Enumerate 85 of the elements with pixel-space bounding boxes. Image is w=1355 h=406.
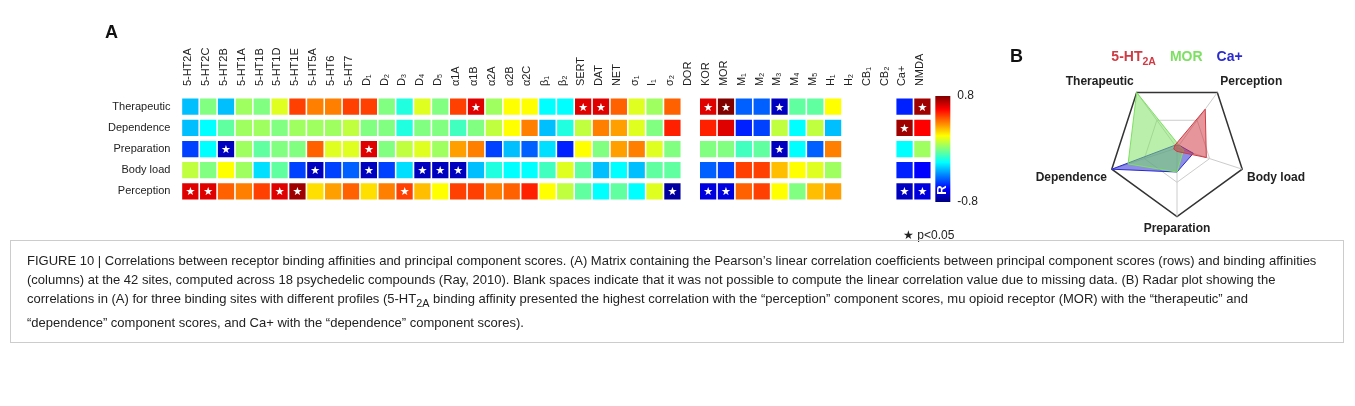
data-label: ★ (721, 185, 732, 199)
data-label: ★ (363, 164, 374, 178)
x-tick-label: 5-HT2A (181, 47, 194, 87)
x-tick-label: MOR (716, 60, 729, 87)
x-tick-label: 5-HT2C (199, 47, 211, 87)
x-tick-label: β₂ (556, 75, 569, 87)
data-label: ★ (667, 185, 678, 199)
y-tick-label: Therapeutic (112, 99, 171, 112)
data-label: ★ (453, 164, 464, 178)
y-tick-label: Body load (121, 163, 171, 176)
x-tick-label: α2B (502, 66, 515, 87)
x-tick-label: 5-HT1E (288, 48, 301, 87)
x-tick-label: DAT (591, 64, 604, 87)
data-label: ★ (417, 164, 428, 178)
caption: FIGURE 10 | Correlations between receptor binding affinities and principal component scores. (A) Matrix containing the Pearson’s linear correlation coefficients between principal component scores (rows) and binding affinities (columns) at the 42 sites, computed across 18 psychedelic compounds (Ray, 2010). Blank spaces indicate that it was not possible to compute the linear correlation value due to missing data. (B) Radar plot showing the correlations in (A) for three binding sites with different profiles (5-HT$_{2A}$ binding affinity presented the highest correlation with the “perception” component scores, mu opioid receptor (MOR) with the “therapeutic” and “dependence” component scores, and Ca+ with the “dependence” component scores). (27, 253, 1317, 330)
x-tick-label: σ₁ (627, 75, 640, 87)
x-tick-label: M₁ (734, 72, 747, 87)
x-tick-label: NET (609, 63, 622, 87)
data-label: ★ (899, 185, 910, 199)
data-label: ★ (721, 100, 732, 114)
x-tick-label: D₄ (413, 73, 426, 87)
data-label: ★ (292, 185, 303, 199)
text: ★ p<0.05 (902, 228, 955, 243)
x-tick-label: 5-HT6 (323, 55, 336, 87)
data-label: ★ (221, 142, 232, 156)
spoke-label: Dependence (1035, 170, 1108, 185)
x-tick-label: M₅ (806, 72, 819, 87)
data-label: ★ (703, 100, 714, 114)
data-label: ★ (596, 100, 607, 114)
data-label: ★ (578, 100, 589, 114)
x-tick-label: M₃ (770, 72, 783, 87)
spoke-label: Therapeutic (1065, 73, 1135, 88)
data-label: ★ (703, 185, 714, 199)
x-tick-label: 5-HT5A (306, 47, 319, 87)
x-tick-label: H₂ (841, 73, 854, 87)
data-label: ★ (899, 121, 910, 135)
data-label: ★ (185, 185, 196, 199)
chart-title: A (105, 21, 118, 42)
x-tick-label: KOR (698, 62, 711, 87)
color-bar-label: -0.8 (957, 194, 979, 209)
x-tick-label: 5-HT7 (341, 55, 354, 87)
x-tick-label: CB₂ (877, 66, 890, 87)
data-label: ★ (471, 100, 482, 114)
x-tick-label: M₄ (788, 71, 801, 87)
x-tick-label: α2C (520, 65, 533, 87)
y-tick-label: Preparation (113, 142, 171, 155)
data-label: ★ (917, 100, 928, 114)
x-tick-label: D₁ (359, 74, 372, 87)
x-tick-label: β₁ (538, 75, 551, 87)
data-label: ★ (774, 142, 785, 156)
x-tick-label: D₃ (395, 73, 408, 87)
x-tick-label: Ca+ (895, 65, 908, 87)
x-tick-label: D₅ (431, 73, 444, 87)
x-tick-label: D₂ (377, 73, 390, 87)
spoke-label: Preparation (1143, 221, 1211, 236)
spoke-label: Body load (1247, 170, 1306, 185)
x-tick-label: 5-HT2B (216, 48, 229, 87)
x-tick-label: DOR (681, 61, 694, 87)
x-tick-label: α2A (484, 65, 497, 87)
y-tick-label: Perception (117, 184, 171, 197)
x-tick-label: 5-HT1D (270, 47, 283, 87)
x-tick-label: CB₁ (859, 66, 872, 87)
x-tick-label: M₂ (752, 72, 765, 87)
chart-title: B (1010, 45, 1023, 66)
spoke-label: Perception (1220, 73, 1283, 88)
color-bar-label: 0.8 (957, 88, 975, 103)
x-tick-label: H₁ (823, 74, 836, 87)
data-label: ★ (917, 185, 928, 199)
data-label: ★ (399, 185, 410, 199)
x-tick-label: α1B (466, 66, 479, 87)
data-label: ★ (203, 185, 214, 199)
data-label: ★ (274, 185, 285, 199)
y-tick-label: Dependence (107, 120, 171, 133)
x-tick-label: σ₂ (663, 75, 676, 87)
color-bar-title: R (934, 184, 950, 195)
data-label: ★ (363, 142, 374, 156)
x-tick-label: α1A (448, 65, 461, 87)
data-label: ★ (774, 100, 785, 114)
x-tick-label: 5-HT1B (252, 48, 265, 87)
x-tick-label: 5-HT1A (234, 47, 247, 87)
x-tick-label: SERT (573, 56, 586, 87)
data-label: ★ (310, 164, 321, 178)
data-label: ★ (435, 164, 446, 178)
x-tick-label: I₁ (645, 79, 658, 87)
x-tick-label: NMDA (913, 53, 926, 87)
